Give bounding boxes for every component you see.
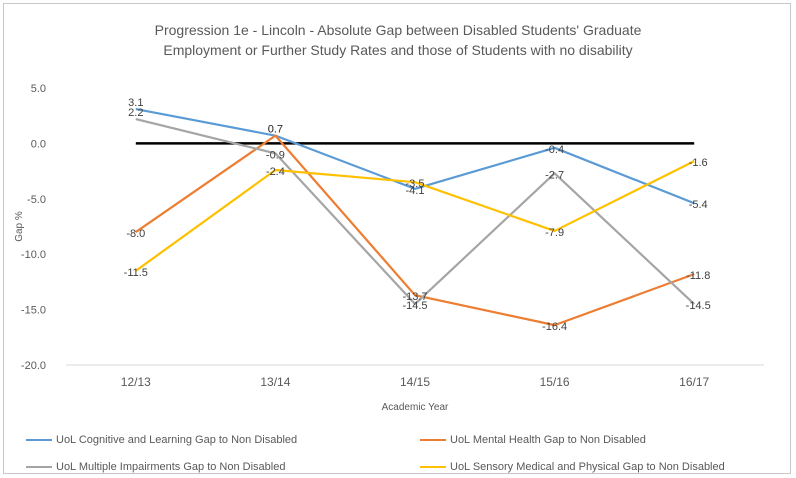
legend-swatch-cognitive bbox=[26, 439, 52, 441]
x-tick-label: 13/14 bbox=[260, 375, 290, 389]
y-axis-label: Gap % bbox=[14, 211, 25, 242]
data-label: -14.5 bbox=[402, 300, 427, 312]
data-label: -0.9 bbox=[266, 149, 285, 161]
series-line-2 bbox=[135, 117, 695, 306]
legend-item-multiple-impairments[interactable]: UoL Multiple Impairments Gap to Non Disa… bbox=[26, 459, 285, 475]
data-label: -1.6 bbox=[689, 157, 708, 169]
data-label: -14.5 bbox=[686, 300, 711, 312]
x-tick-label: 14/15 bbox=[400, 375, 430, 389]
legend-item-sensory-medical[interactable]: UoL Sensory Medical and Physical Gap to … bbox=[420, 459, 725, 475]
legend-swatch-multiple-impairments bbox=[26, 466, 52, 468]
data-label: -5.4 bbox=[689, 199, 708, 211]
y-tick-label: -15.0 bbox=[21, 305, 46, 317]
x-axis-label: Academic Year bbox=[382, 402, 449, 413]
y-tick-label: -20.0 bbox=[21, 360, 46, 372]
legend-item-cognitive[interactable]: UoL Cognitive and Learning Gap to Non Di… bbox=[26, 432, 297, 448]
data-label: 3.1 bbox=[128, 97, 143, 109]
data-label: 0.7 bbox=[268, 124, 283, 136]
legend-swatch-sensory-medical bbox=[420, 466, 446, 468]
data-label: -2.4 bbox=[266, 166, 285, 178]
chart-title-line-1: Progression 1e - Lincoln - Absolute Gap … bbox=[154, 22, 642, 38]
y-tick-label: 5.0 bbox=[31, 83, 46, 95]
series-line-1 bbox=[135, 134, 695, 327]
chart-title-line-2: Employment or Further Study Rates and th… bbox=[163, 42, 633, 58]
legend-label-cognitive: UoL Cognitive and Learning Gap to Non Di… bbox=[56, 434, 298, 446]
data-label: -0.4 bbox=[545, 144, 564, 156]
y-tick-label: -5.0 bbox=[27, 194, 46, 206]
legend-item-mental-health[interactable]: UoL Mental Health Gap to Non Disabled bbox=[420, 432, 646, 448]
data-label: -11.8 bbox=[686, 270, 710, 282]
x-tick-label: 16/17 bbox=[679, 375, 709, 389]
chart-title: Progression 1e - Lincoln - Absolute Gap … bbox=[4, 20, 792, 60]
data-label: 2.2 bbox=[128, 107, 143, 119]
data-label: 0.7 bbox=[268, 124, 283, 136]
data-label: -2.7 bbox=[545, 169, 564, 181]
series-line-0 bbox=[135, 107, 695, 205]
data-label: -16.4 bbox=[542, 321, 567, 333]
legend-label-sensory-medical: UoL Sensory Medical and Physical Gap to … bbox=[450, 461, 725, 473]
data-label: -8.0 bbox=[126, 228, 145, 240]
y-tick-label: -10.0 bbox=[21, 249, 46, 261]
series-line-3 bbox=[135, 160, 695, 272]
data-label: -7.9 bbox=[545, 227, 564, 239]
data-label: -3.5 bbox=[406, 178, 425, 190]
x-tick-label: 15/16 bbox=[540, 375, 570, 389]
legend-label-mental-health: UoL Mental Health Gap to Non Disabled bbox=[450, 434, 646, 446]
data-label: -4.1 bbox=[406, 185, 425, 197]
chart-frame: Progression 1e - Lincoln - Absolute Gap … bbox=[3, 3, 791, 474]
x-tick-label: 12/13 bbox=[121, 375, 151, 389]
legend-swatch-mental-health bbox=[420, 439, 446, 441]
y-tick-label: 0.0 bbox=[31, 138, 46, 150]
legend-label-multiple-impairments: UoL Multiple Impairments Gap to Non Disa… bbox=[56, 461, 286, 473]
data-label: -13.7 bbox=[402, 291, 427, 303]
data-label: -11.5 bbox=[124, 267, 148, 279]
